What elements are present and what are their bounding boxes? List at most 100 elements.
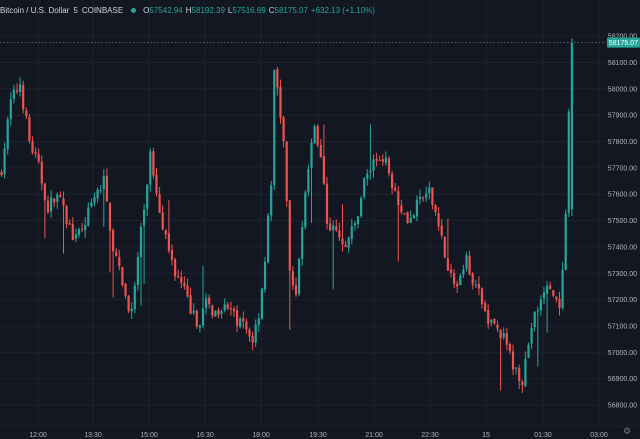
time-axis[interactable]: 12:00 13:30 15:00 16:30 18:00 19:30 21:00 22:30…	[0, 425, 640, 439]
price-tick-label: 57200.00	[608, 297, 637, 304]
candle	[158, 186, 161, 213]
candle-body	[363, 178, 366, 198]
candle-body	[443, 236, 446, 258]
candle-body	[502, 333, 505, 338]
candle-body	[279, 86, 282, 118]
candle	[415, 195, 418, 222]
candle	[217, 307, 220, 319]
candle-body	[124, 283, 127, 296]
candle-body	[515, 367, 518, 369]
candle-body	[220, 311, 223, 314]
candle-body	[409, 217, 412, 223]
candle-body	[477, 283, 480, 289]
price-tick-label: 57400.00	[608, 244, 637, 251]
candle	[493, 318, 496, 325]
candle-body	[0, 172, 3, 176]
price-axis[interactable]: 56700.0056800.0056900.0057000.0057100.00…	[606, 0, 640, 439]
symbol-name[interactable]: Bitcoin / U.S. Dollar	[0, 5, 70, 15]
candle	[422, 196, 425, 202]
candle-body	[158, 194, 161, 213]
candle	[552, 289, 555, 298]
candle-body	[288, 200, 291, 271]
candle	[304, 190, 307, 230]
candle-body	[232, 308, 236, 312]
interval-label[interactable]: 5	[73, 5, 78, 15]
candle-body	[335, 226, 338, 231]
candle-body	[77, 229, 81, 235]
candle	[105, 168, 108, 202]
candle	[332, 220, 335, 290]
candle-body	[22, 85, 25, 110]
candle	[459, 273, 462, 286]
time-tick-label: 13:30	[84, 432, 102, 439]
time-tick-label: 18:00	[252, 432, 270, 439]
candle-body	[552, 290, 555, 296]
candle	[3, 142, 6, 179]
candle	[226, 302, 229, 311]
candle	[322, 124, 325, 186]
candle	[239, 316, 242, 329]
candle	[192, 303, 195, 316]
candle-body	[229, 308, 232, 310]
candle-body	[285, 141, 288, 201]
candle	[431, 187, 434, 210]
candle	[437, 207, 440, 231]
candle-body	[449, 269, 453, 274]
candle	[161, 205, 164, 231]
candle-body	[555, 296, 558, 300]
candle	[124, 283, 127, 299]
price-tick-label: 57600.00	[608, 192, 637, 199]
candle-body	[431, 187, 434, 206]
candle-body	[384, 157, 387, 163]
candle	[186, 278, 189, 298]
candle	[353, 221, 356, 231]
candle-body	[425, 193, 428, 198]
candle	[279, 79, 282, 124]
candle-body	[465, 255, 468, 269]
price-tick-label: 57900.00	[608, 113, 637, 120]
candle-body	[440, 225, 443, 236]
candle-body	[310, 142, 313, 168]
candle-body	[139, 226, 143, 258]
candle	[391, 170, 394, 195]
time-axis-bg	[0, 426, 640, 439]
candle	[406, 211, 409, 224]
candle	[549, 281, 552, 290]
last-price-tag-label: 58175.07	[609, 40, 638, 47]
candle-body	[236, 310, 239, 326]
candle-body	[480, 288, 484, 304]
candle	[115, 248, 118, 257]
candle	[329, 217, 332, 232]
candle-body	[155, 174, 158, 194]
candle-body	[459, 275, 462, 286]
candle	[31, 136, 34, 155]
candle-body	[456, 283, 459, 287]
candle-body	[527, 344, 530, 358]
candle-body	[490, 319, 493, 323]
gear-icon[interactable]: ⚙	[622, 427, 632, 437]
candle-body	[474, 284, 477, 286]
candle	[567, 108, 570, 218]
candle	[146, 183, 149, 217]
candle-body	[143, 209, 146, 226]
candle-body	[161, 212, 164, 230]
candle-body	[499, 329, 502, 339]
candle	[403, 213, 406, 216]
candle-body	[136, 256, 139, 285]
candle	[208, 294, 211, 309]
candle	[542, 286, 546, 305]
open-label: O	[143, 5, 150, 15]
candle	[99, 184, 102, 194]
candle-body	[325, 183, 329, 224]
candle-body	[205, 298, 208, 309]
candle	[108, 202, 112, 273]
candle-body	[34, 152, 37, 154]
candle	[384, 151, 387, 166]
candle	[93, 192, 96, 207]
candle-body	[3, 148, 6, 175]
candle	[319, 138, 322, 158]
candle	[220, 309, 223, 319]
candle	[90, 198, 93, 208]
candle	[56, 192, 59, 209]
